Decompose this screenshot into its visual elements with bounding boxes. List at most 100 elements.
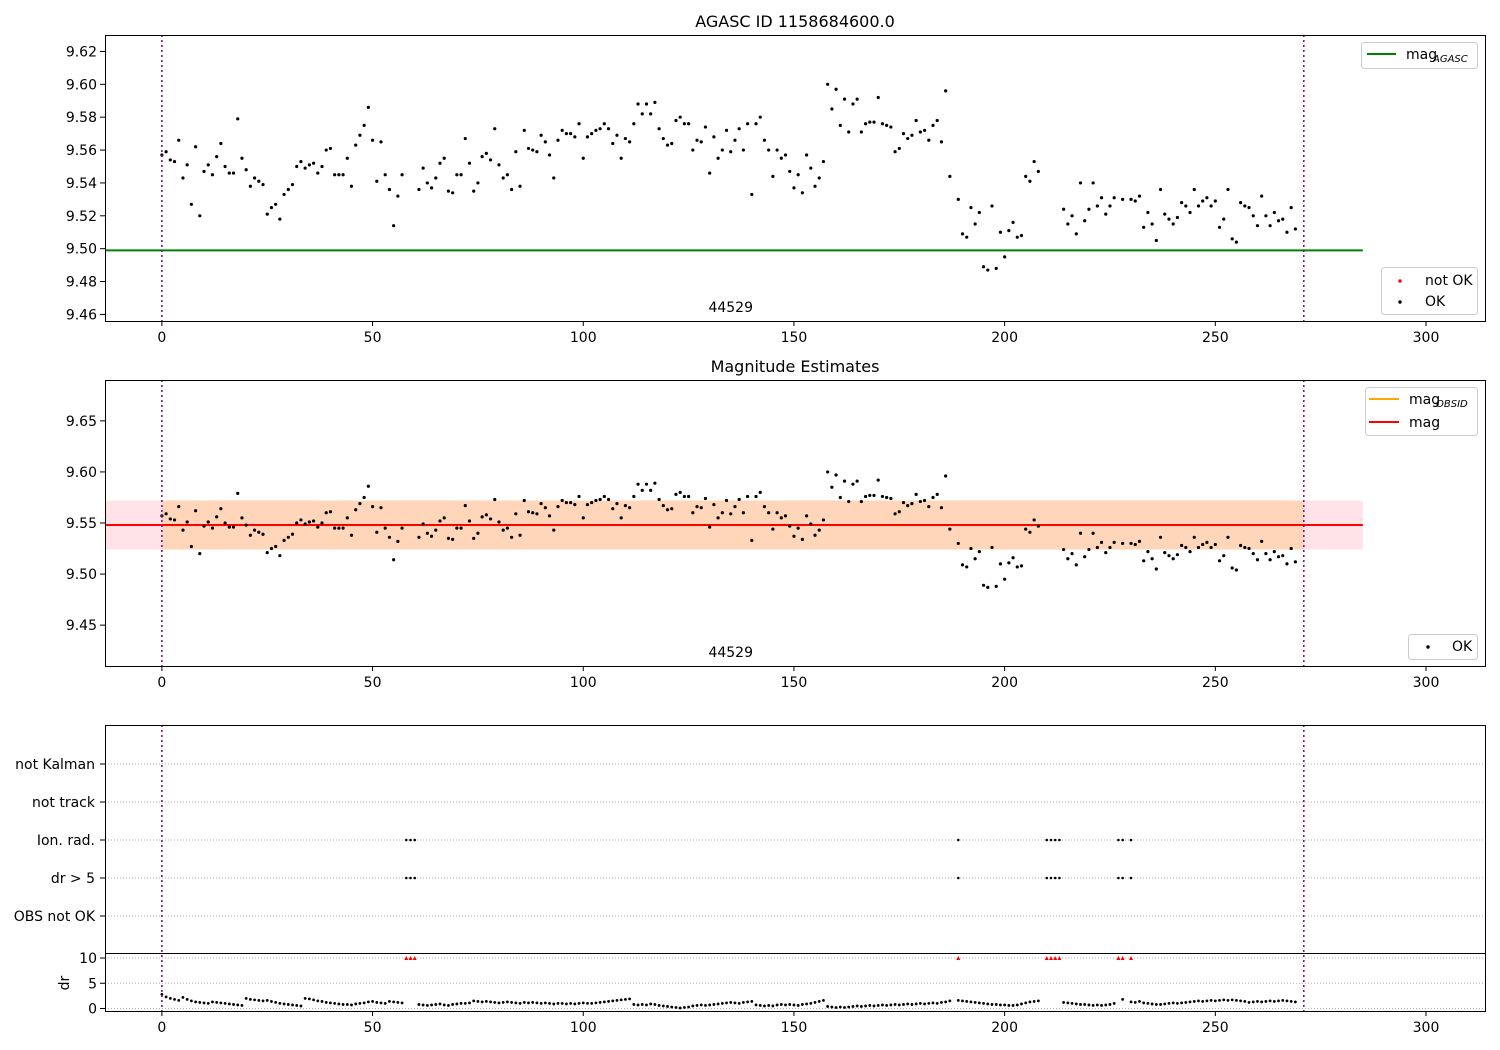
- estimate-ok-point: [944, 474, 948, 478]
- mag-ok-point: [278, 217, 282, 221]
- dr-point: [1095, 1003, 1099, 1007]
- dr-point: [358, 1002, 362, 1005]
- mag-ok-point: [522, 128, 526, 132]
- estimate-ok-point: [729, 512, 733, 516]
- mag-ok-point: [501, 176, 505, 180]
- mag-ok-point: [910, 133, 914, 137]
- estimate-ok-point: [1108, 545, 1112, 550]
- flag-point: [1045, 838, 1049, 842]
- dr-point: [396, 1001, 400, 1004]
- estimate-ok-point: [400, 526, 404, 530]
- estimate-ok-point: [1070, 552, 1074, 556]
- dr-point: [750, 1000, 754, 1003]
- dr-point: [918, 1002, 922, 1005]
- estimate-ok-point: [779, 516, 783, 520]
- mag-ok-point: [872, 120, 876, 124]
- dr-point: [257, 999, 261, 1002]
- estimate-ok-point: [510, 535, 514, 539]
- dr-point: [261, 999, 265, 1003]
- mag-ok-point: [446, 189, 451, 193]
- flag-point: [413, 838, 417, 842]
- dr-point: [1243, 1000, 1247, 1003]
- mag-ok-point: [990, 204, 994, 208]
- mag-ok-point: [560, 128, 564, 132]
- estimate-ok-point: [1201, 542, 1205, 547]
- mag-ok-point: [931, 123, 935, 128]
- estimate-ok-point: [493, 497, 497, 502]
- mag-ok-point: [986, 268, 990, 272]
- dr-point: [1251, 1000, 1255, 1004]
- y-tick-label: 9.50: [66, 567, 97, 583]
- mag-ok-point: [366, 105, 370, 109]
- dr-point: [800, 1003, 804, 1006]
- estimate-ok-point: [1268, 558, 1272, 562]
- mag-ok-point: [691, 148, 695, 152]
- mag-ok-point: [847, 130, 851, 134]
- estimate-ok-point: [1066, 557, 1070, 561]
- dr-point: [514, 1001, 518, 1005]
- legend-ok-marker: [1398, 300, 1402, 304]
- dr-point: [623, 997, 627, 1001]
- dr-point: [986, 1002, 990, 1006]
- estimate-ok-point: [1137, 539, 1142, 543]
- dr-point: [198, 1001, 202, 1004]
- dr-point: [442, 1003, 446, 1007]
- estimate-ok-point: [429, 534, 434, 538]
- dr-point: [219, 1001, 223, 1005]
- estimate-ok-point: [927, 505, 931, 509]
- dr-point: [653, 1003, 657, 1006]
- mag-ok-point: [1184, 204, 1188, 208]
- mag-ok-point: [328, 146, 333, 151]
- estimate-ok-point: [678, 490, 682, 494]
- panel1-obsid-label: 44529: [708, 300, 753, 316]
- estimate-ok-point: [1226, 535, 1230, 539]
- dr-point: [1209, 999, 1213, 1002]
- mag-ok-point: [467, 161, 472, 165]
- dr-point: [164, 995, 168, 999]
- estimate-ok-point: [960, 563, 965, 567]
- mag-ok-point: [240, 156, 244, 160]
- estimate-ok-point: [783, 514, 788, 518]
- mag-ok-point: [796, 173, 800, 177]
- dr-point: [775, 1003, 779, 1007]
- dr-point: [885, 1004, 889, 1007]
- agasc-magnitude-panel: AGASC ID 1158684600.0 0 50 100 150 200 250 300…: [66, 12, 1486, 346]
- mag-ok-point: [459, 173, 463, 177]
- estimate-ok-point: [535, 512, 539, 516]
- dr-point: [1087, 1003, 1091, 1007]
- mag-ok-point: [1024, 174, 1028, 178]
- estimate-ok-point: [1129, 541, 1133, 546]
- dr-point: [1268, 999, 1272, 1003]
- estimate-ok-point: [851, 482, 855, 486]
- mag-ok-point: [1087, 207, 1091, 211]
- estimate-ok-point: [248, 533, 252, 537]
- dr-point: [657, 1004, 661, 1007]
- mag-ok-point: [282, 192, 286, 197]
- dr-point: [303, 996, 307, 1000]
- mag-ok-point: [193, 145, 198, 149]
- mag-ok-point: [880, 122, 885, 126]
- mag-ok-point: [1028, 179, 1032, 183]
- estimate-ok-point: [172, 518, 177, 522]
- estimate-ok-point: [244, 523, 248, 527]
- mag-ok-point: [526, 146, 531, 151]
- y-tick-label: 9.65: [66, 414, 97, 430]
- dr-point: [754, 1003, 758, 1007]
- estimate-ok-point: [219, 507, 223, 511]
- estimate-ok-point: [455, 526, 459, 530]
- estimate-ok-point: [349, 533, 354, 537]
- estimate-ok-point: [1264, 552, 1268, 556]
- dr-point: [881, 1003, 884, 1007]
- dr-point: [628, 997, 632, 1001]
- dr-point: [379, 1001, 383, 1005]
- estimate-ok-point: [800, 537, 804, 541]
- dr-point: [674, 1006, 678, 1009]
- mag-ok-point: [1154, 238, 1158, 243]
- dr-point: [565, 1002, 568, 1006]
- mag-ok-point: [219, 141, 223, 146]
- mag-ok-point: [442, 156, 446, 160]
- mag-ok-point: [893, 150, 897, 154]
- mag-ok-point: [1222, 217, 1226, 221]
- estimate-ok-point: [775, 511, 779, 515]
- dr-point: [1293, 1000, 1297, 1004]
